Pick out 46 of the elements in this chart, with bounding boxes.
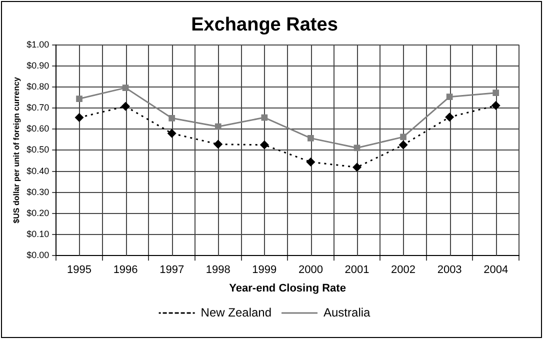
point — [398, 140, 408, 150]
x-tick-label: 1998 — [206, 264, 230, 276]
point — [261, 114, 268, 121]
point — [492, 90, 500, 96]
point — [121, 102, 130, 111]
point — [167, 128, 176, 138]
point — [308, 135, 314, 142]
y-tick-label: $0.80 — [26, 81, 50, 92]
y-tick-label: $0.60 — [26, 124, 50, 134]
y-tick-label: $0.40 — [26, 166, 50, 176]
x-tick-label: 1999 — [252, 264, 277, 276]
x-tick-label: 2000 — [298, 264, 323, 276]
x-tick-label: 2003 — [437, 264, 462, 276]
legend-label: New Zealand — [200, 305, 272, 320]
point — [214, 123, 222, 130]
point — [352, 162, 362, 172]
y-tick-label: $0.30 — [26, 186, 50, 197]
chart-title: Exchange Rates — [191, 14, 338, 36]
point — [74, 113, 84, 122]
point — [214, 140, 223, 149]
x-tick-label: 2002 — [391, 264, 416, 276]
x-tick-label: 1997 — [160, 264, 184, 276]
point — [122, 84, 129, 91]
point — [260, 140, 269, 150]
y-tick-label: $0.50 — [26, 144, 50, 155]
x-tick-label: 2004 — [484, 264, 508, 276]
point — [491, 101, 500, 110]
y-axis-title: $US dollar per unit of foreign currency — [12, 76, 22, 224]
point — [446, 94, 453, 100]
point — [354, 144, 360, 152]
point — [306, 158, 316, 167]
legend-label: Australia — [324, 305, 371, 320]
x-tick-label: 1995 — [67, 264, 92, 276]
point — [400, 134, 406, 140]
y-tick-label: $1.00 — [26, 39, 50, 50]
point — [445, 112, 454, 122]
y-tick-label: $0.70 — [26, 102, 50, 113]
y-tick-label: $0.10 — [26, 229, 50, 240]
x-tick-label: 2001 — [344, 264, 370, 276]
y-tick-label: $0.00 — [26, 250, 50, 260]
x-tick-label: 1996 — [113, 264, 138, 276]
y-tick-label: $0.90 — [26, 60, 50, 70]
x-axis-title: Year-end Closing Rate — [229, 282, 346, 294]
point — [76, 96, 82, 102]
point — [168, 114, 176, 122]
y-tick-label: $0.20 — [26, 208, 50, 218]
